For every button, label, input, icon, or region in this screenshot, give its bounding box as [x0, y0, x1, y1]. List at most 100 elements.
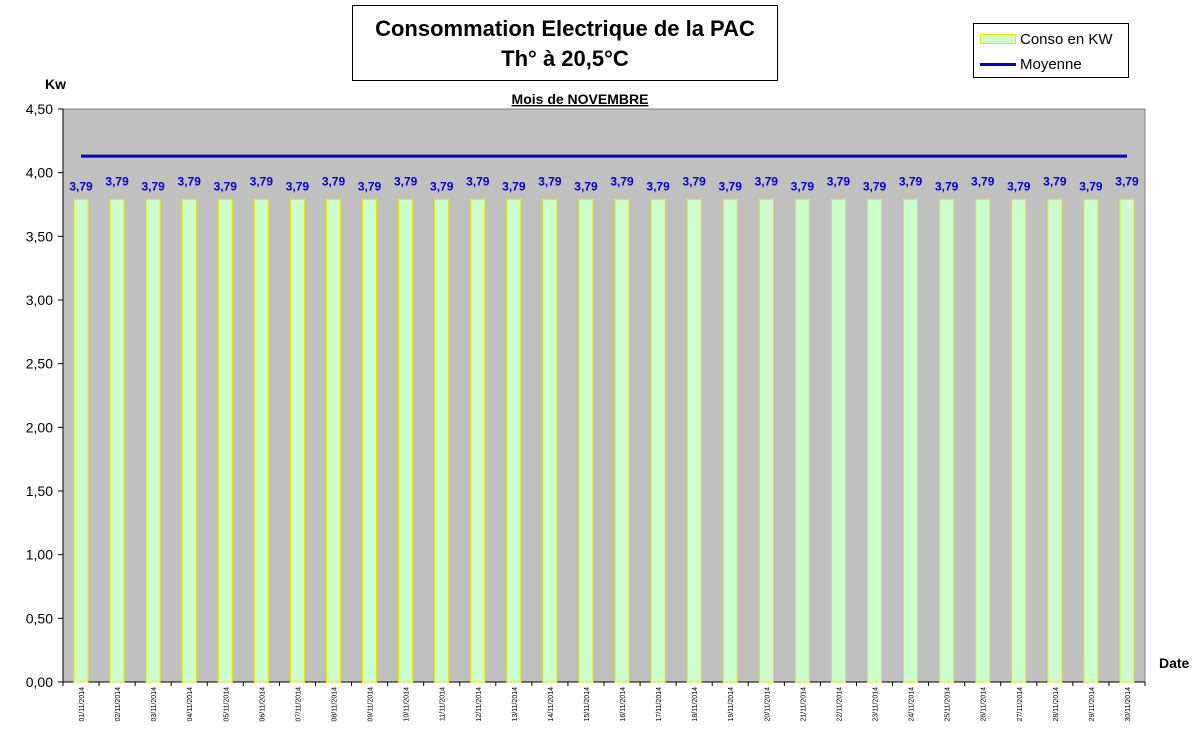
data-label: 3,79 [1079, 179, 1103, 193]
legend-line-label: Moyenne [1020, 55, 1082, 73]
bar [722, 198, 738, 683]
data-label: 3,79 [358, 179, 382, 193]
y-tick-label: 2,00 [26, 419, 53, 435]
bar [109, 198, 125, 683]
data-label: 3,79 [538, 174, 562, 188]
data-label: 3,79 [791, 179, 815, 193]
data-label: 3,79 [1007, 179, 1031, 193]
bar [939, 198, 955, 683]
data-label: 3,79 [610, 174, 634, 188]
x-tick-label: 16/11/2014 [620, 687, 627, 722]
y-tick-label: 1,50 [26, 483, 53, 499]
bar [145, 198, 161, 683]
bar [975, 198, 991, 683]
data-label: 3,79 [466, 174, 490, 188]
data-label: 3,79 [935, 179, 959, 193]
x-tick-label: 27/11/2014 [1017, 687, 1024, 722]
data-label: 3,79 [394, 174, 418, 188]
x-tick-label: 02/11/2014 [115, 687, 122, 722]
bar [362, 198, 378, 683]
data-label: 3,79 [682, 174, 706, 188]
x-tick-label: 21/11/2014 [800, 687, 807, 722]
data-label: 3,79 [646, 179, 670, 193]
x-tick-label: 18/11/2014 [692, 687, 699, 722]
x-tick-label: 17/11/2014 [656, 687, 663, 722]
data-label: 3,79 [827, 174, 851, 188]
data-label: 3,79 [250, 174, 274, 188]
data-label: 3,79 [755, 174, 779, 188]
y-tick-label: 0,50 [26, 610, 53, 626]
x-tick-label: 04/11/2014 [187, 687, 194, 722]
bar [867, 198, 882, 683]
bar [1083, 198, 1099, 683]
x-tick-label: 24/11/2014 [909, 687, 916, 722]
x-axis-label: Date [1159, 655, 1190, 671]
x-tick-label: 28/11/2014 [1053, 687, 1060, 722]
chart-title-line2: Th° à 20,5°C [501, 46, 629, 71]
bar [1047, 198, 1063, 683]
data-label: 3,79 [322, 174, 346, 188]
bar [542, 198, 558, 683]
data-label: 3,79 [574, 179, 598, 193]
bar [506, 198, 522, 683]
bar [434, 198, 450, 683]
legend-item-moyenne: Moyenne [980, 54, 1082, 74]
data-label: 3,79 [863, 179, 887, 193]
x-tick-label: 14/11/2014 [548, 687, 555, 722]
y-tick-label: 3,50 [26, 228, 53, 244]
bar [73, 198, 89, 683]
x-tick-label: 01/11/2014 [79, 687, 86, 722]
chart-title-line1: Consommation Electrique de la PAC [375, 16, 755, 41]
legend-bar-label: Conso en KW [1020, 30, 1113, 48]
x-tick-label: 26/11/2014 [981, 687, 988, 722]
data-label: 3,79 [719, 179, 743, 193]
data-label: 3,79 [214, 179, 238, 193]
x-tick-label: 12/11/2014 [476, 687, 483, 722]
bar [1119, 198, 1135, 683]
data-label: 3,79 [286, 179, 310, 193]
x-tick-label: 13/11/2014 [512, 687, 519, 722]
x-tick-label: 22/11/2014 [836, 687, 843, 722]
y-tick-label: 4,50 [26, 101, 53, 117]
y-axis-label: Kw [45, 76, 66, 92]
x-tick-label: 10/11/2014 [404, 687, 411, 722]
data-label: 3,79 [899, 174, 923, 188]
data-label: 3,79 [1043, 174, 1067, 188]
legend: Conso en KW Moyenne [973, 23, 1129, 78]
data-label: 3,79 [178, 174, 202, 188]
chart-title-box: Consommation Electrique de la PAC Th° à … [352, 5, 778, 81]
bar [758, 198, 774, 683]
x-tick-label: 11/11/2014 [440, 687, 447, 721]
legend-line-swatch [980, 62, 1016, 66]
x-tick-label: 03/11/2014 [151, 687, 158, 722]
bar [181, 198, 197, 683]
bar [326, 198, 341, 683]
bar [470, 198, 486, 683]
x-tick-label: 05/11/2014 [223, 687, 230, 722]
bar [253, 198, 269, 683]
x-tick-label: 20/11/2014 [764, 687, 771, 722]
bar [903, 198, 919, 683]
x-tick-label: 30/11/2014 [1125, 687, 1132, 722]
y-tick-label: 2,50 [26, 356, 53, 372]
bar [289, 198, 305, 683]
bar [686, 198, 702, 683]
plot-area [62, 108, 1146, 683]
x-tick-label: 15/11/2014 [584, 687, 591, 722]
data-label: 3,79 [1115, 174, 1139, 188]
x-tick-label: 29/11/2014 [1089, 687, 1096, 722]
x-tick-label: 19/11/2014 [728, 687, 735, 722]
data-label: 3,79 [141, 179, 165, 193]
data-label: 3,79 [502, 179, 526, 193]
bar [217, 198, 233, 683]
data-label: 3,79 [105, 174, 129, 188]
y-tick-label: 1,00 [26, 547, 53, 563]
bar [650, 198, 666, 683]
bar [578, 198, 594, 683]
legend-item-conso: Conso en KW [980, 29, 1113, 49]
x-tick-label: 25/11/2014 [945, 687, 952, 722]
x-tick-label: 06/11/2014 [259, 687, 266, 722]
data-label: 3,79 [971, 174, 995, 188]
bar [794, 198, 810, 683]
